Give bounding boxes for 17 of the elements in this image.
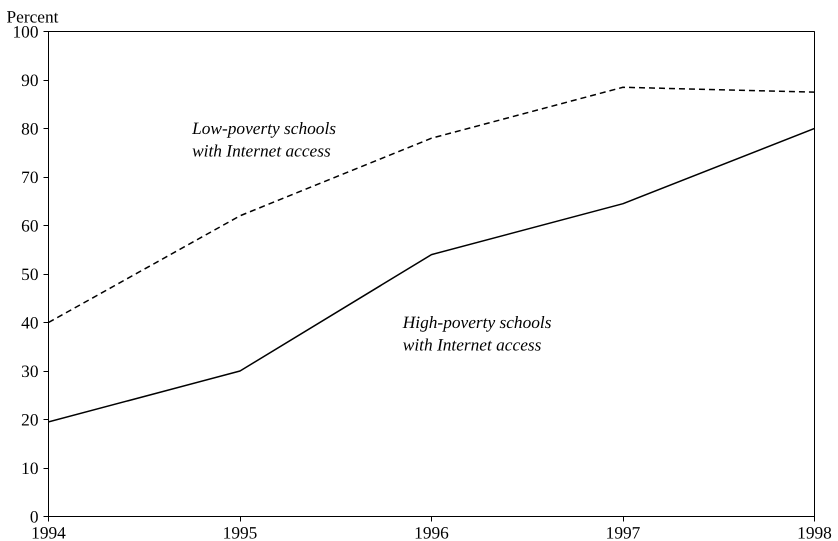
y-tick-label: 60 xyxy=(21,216,38,236)
text: High-poverty schools with Internet access xyxy=(402,312,552,355)
y-tick-label: 0 xyxy=(30,508,39,526)
y-tick-label: 30 xyxy=(21,362,38,381)
y-tick-label: 50 xyxy=(21,265,38,284)
y-tick-label: 40 xyxy=(21,314,38,332)
x-tick-label: 1995 xyxy=(222,524,258,541)
y-tick-label: 80 xyxy=(21,120,38,138)
x-tick-label: 1998 xyxy=(797,524,832,541)
y-tick-label: 10 xyxy=(21,459,38,478)
x-tick-label: 1996 xyxy=(414,524,450,541)
y-tick-label: 90 xyxy=(21,71,38,90)
series-label: Low-poverty schools with Internet access xyxy=(191,118,336,161)
y-tick-label: 20 xyxy=(21,410,38,430)
y-tick-label: 70 xyxy=(21,168,38,187)
x-tick-label: 1994 xyxy=(31,524,66,541)
x-tick-label: 1997 xyxy=(606,524,641,541)
